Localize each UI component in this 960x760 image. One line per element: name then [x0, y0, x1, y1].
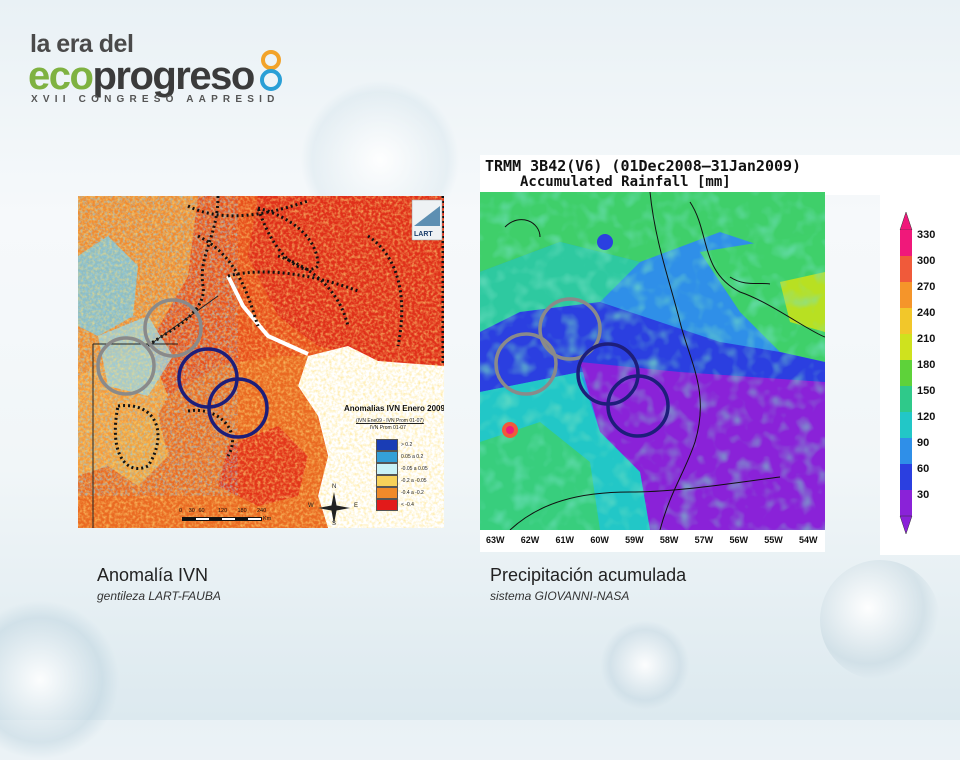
ivn-legend-swatch [376, 450, 398, 463]
colorbar-segment [900, 464, 912, 490]
scale-bar-line [182, 517, 262, 521]
longitude-tick-label: 60W [590, 535, 609, 545]
droplet-icon [260, 50, 282, 91]
scale-tick-label: 120 [218, 508, 228, 514]
ivn-legend-label: < -0.4 [401, 501, 414, 508]
colorbar-segment [900, 282, 912, 308]
compass-e: E [354, 503, 359, 509]
ivn-legend-label: -0.05 a 0.05 [401, 465, 428, 472]
ivn-legend-title: Anomalias IVN Enero 2009 [344, 404, 444, 413]
compass-n: N [332, 484, 337, 490]
right-caption-source: sistema GIOVANNI-NASA [490, 589, 630, 603]
compass-s: S [332, 521, 337, 527]
ivn-legend-swatch [376, 438, 398, 451]
colorbar-image: 330 300 270 240 210 180 150 120 90 60 30 [899, 211, 935, 535]
colorbar-segment [900, 438, 912, 464]
longitude-tick-label: 54W [799, 535, 818, 545]
colorbar-label: 330 [917, 229, 935, 241]
rainfall-map-image [480, 192, 825, 530]
ivn-legend-item: -0.2 a -0.05 [376, 472, 427, 487]
colorbar-top-arrow [899, 211, 913, 231]
water-bubble-decoration [600, 620, 690, 710]
logo-subtitle: XVII CONGRESO AAPRESID [31, 94, 280, 105]
longitude-tick-label: 58W [659, 535, 679, 545]
ivn-legend-formula: (IVN Ene09 - IVN Prom 01-07) [356, 418, 424, 424]
logo-eco: eco [28, 54, 94, 98]
colorbar-label: 300 [917, 255, 935, 267]
logo-progreso: progreso [92, 54, 255, 98]
ivn-anomaly-map-image: LART [78, 196, 444, 528]
colorbar-bottom-arrow [899, 515, 913, 535]
ivn-legend-label: -0.4 a -0.2 [401, 489, 424, 496]
colorbar-label: 150 [917, 385, 935, 397]
longitude-tick-label: 61W [555, 535, 575, 545]
colorbar-label: 30 [917, 489, 929, 501]
ivn-legend-label: > 0.2 [401, 441, 413, 448]
colorbar-label: 120 [917, 411, 935, 423]
compass-w: W [308, 503, 314, 509]
scale-tick-label: 60 [198, 508, 205, 514]
congress-logo: la era del ecoprogreso XVII CONGRESO AAP… [28, 28, 288, 108]
colorbar-segment [900, 490, 912, 516]
colorbar-segment [900, 334, 912, 360]
ivn-legend-item: 0.05 a 0.2 [376, 448, 424, 463]
colorbar-segment [900, 412, 912, 438]
compass-rose-icon [318, 492, 350, 524]
colorbar-label: 90 [917, 437, 929, 449]
ivn-legend-swatch [376, 498, 398, 511]
colorbar-segment [900, 386, 912, 412]
colorbar-segment [900, 308, 912, 334]
longitude-tick-label: 62W [520, 535, 540, 545]
ivn-legend-swatch [376, 462, 398, 475]
trmm-subtitle: Accumulated Rainfall [mm] [520, 174, 731, 190]
longitude-tick-label: 56W [729, 535, 748, 545]
trmm-title: TRMM 3B42(V6) (01Dec2008–31Jan2009) [485, 157, 802, 175]
colorbar-label: 270 [917, 281, 935, 293]
ivn-legend-label: 0.05 a 0.2 [401, 453, 424, 460]
right-caption-title: Precipitación acumulada [490, 565, 687, 585]
ivn-legend-label: -0.2 a -0.05 [401, 477, 427, 484]
left-caption-title: Anomalía IVN [97, 565, 209, 585]
colorbar-segment [900, 230, 912, 256]
ivn-legend-item: < -0.4 [376, 496, 414, 511]
longitude-tick-label: 55W [764, 535, 783, 545]
colorbar-label: 180 [917, 359, 935, 371]
colorbar-label: 210 [917, 333, 935, 345]
water-bubble-decoration [820, 560, 940, 680]
scale-tick-label: 240 [257, 508, 267, 514]
longitude-tick-label: 59W [625, 535, 644, 545]
rainfall-map [480, 192, 825, 530]
scale-tick-label: 0 [179, 508, 183, 514]
ivn-legend-item: > 0.2 [376, 436, 413, 451]
left-caption-source: gentileza LART-FAUBA [97, 589, 221, 603]
logo-line1: la era del [30, 30, 134, 58]
ivn-legend-swatch [376, 474, 398, 487]
scale-tick-label: 180 [237, 508, 247, 514]
trmm-title-box: TRMM 3B42(V6) (01Dec2008–31Jan2009) Accu… [480, 155, 960, 195]
scale-unit: Km [263, 516, 272, 522]
colorbar-label: 60 [917, 463, 929, 475]
longitude-axis: 63W 62W 61W 60W 59W 58W 57W 56W 55W 54W [480, 530, 825, 552]
lart-logo-text: LART [414, 231, 433, 238]
scale-tick-label: 30 [188, 508, 195, 514]
ivn-legend-swatch [376, 486, 398, 499]
colorbar-segment [900, 256, 912, 282]
ivn-anomaly-map: LART Anomalias IVN Enero 2009 (IVN Ene09… [78, 196, 444, 528]
longitude-tick-label: 57W [694, 535, 714, 545]
ivn-legend-formula-denominator: IVN Prom 01-07 [370, 425, 406, 431]
ivn-legend-item: -0.4 a -0.2 [376, 484, 424, 499]
ivn-legend-item: -0.05 a 0.05 [376, 460, 428, 475]
water-bubble-decoration [0, 600, 120, 760]
rainfall-colorbar: 330 300 270 240 210 180 150 120 90 60 30 [880, 195, 960, 555]
colorbar-label: 240 [917, 307, 935, 319]
colorbar-segment [900, 360, 912, 386]
scale-bar: 0 30 60 120 180 240 Km [179, 508, 362, 526]
longitude-tick-label: 63W [486, 535, 505, 545]
logo-wordmark: ecoprogreso [28, 54, 255, 98]
